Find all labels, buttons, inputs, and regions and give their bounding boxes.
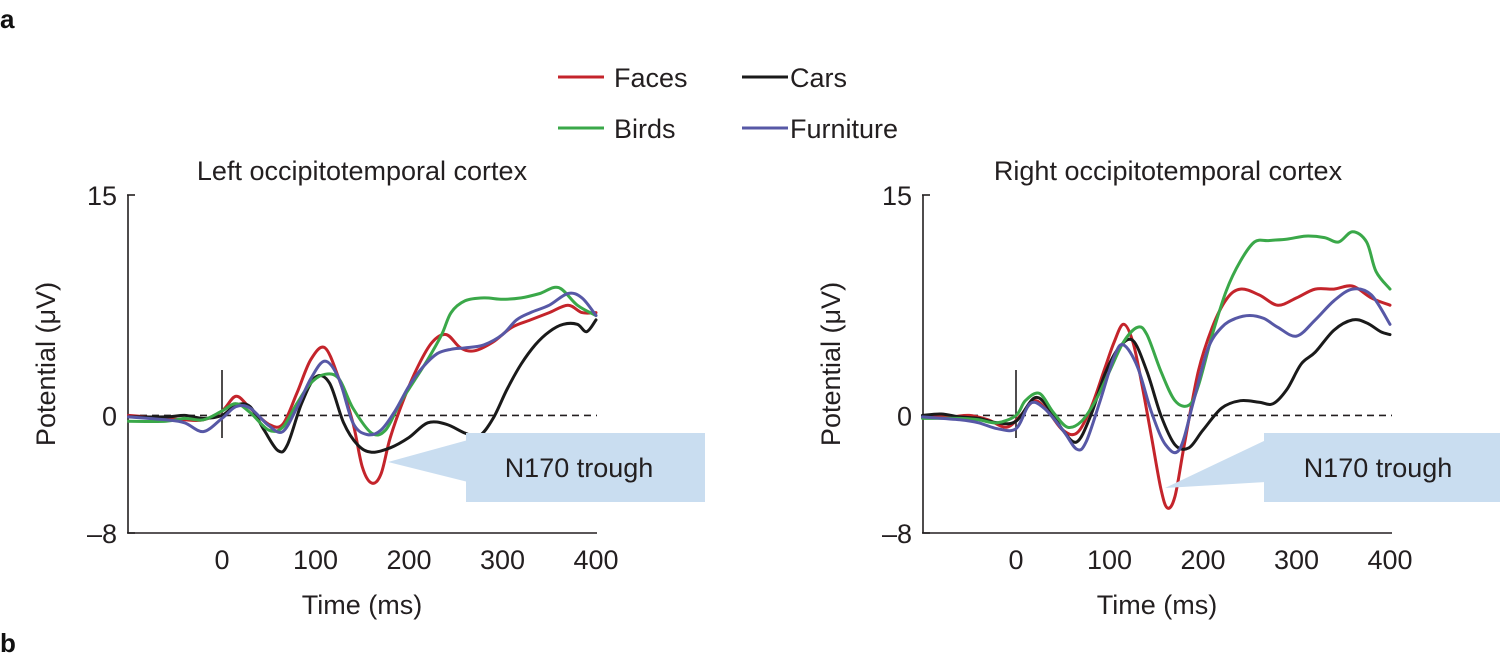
- callout-box-right: [1264, 433, 1500, 502]
- y-tick-label-left-2: –8: [87, 519, 117, 549]
- x-tick-label-left-2: 200: [386, 545, 431, 575]
- x-axis-title-left: Time (ms): [302, 590, 422, 620]
- y-axis-title-left: Potential (μV): [31, 282, 61, 446]
- y-tick-label-right-0: 15: [882, 181, 912, 211]
- legend-item-cars: Cars: [742, 63, 847, 93]
- chart-title-left: Left occipitotemporal cortex: [197, 156, 528, 186]
- series-line-left-birds: [127, 285, 598, 437]
- panel-label-b: b: [0, 628, 16, 658]
- x-tick-label-left-1: 100: [293, 545, 338, 575]
- x-tick-label-left-0: 0: [214, 545, 229, 575]
- callout-text-right: N170 trough: [1304, 453, 1453, 483]
- callout-box-left: [466, 433, 705, 502]
- series-line-right-furniture: [921, 287, 1392, 455]
- legend: Faces Cars Birds Furniture: [558, 63, 898, 144]
- legend-item-furniture: Furniture: [742, 114, 898, 144]
- series-line-left-furniture: [127, 291, 598, 437]
- x-tick-label-left-4: 400: [573, 545, 618, 575]
- x-tick-label-right-4: 400: [1367, 545, 1412, 575]
- legend-label-birds: Birds: [614, 114, 676, 144]
- legend-item-faces: Faces: [558, 63, 688, 93]
- y-tick-label-left-1: 0: [102, 401, 117, 431]
- series-line-right-birds: [921, 230, 1392, 430]
- legend-item-birds: Birds: [558, 114, 676, 144]
- y-tick-label-right-1: 0: [897, 401, 912, 431]
- y-axis-title-right: Potential (μV): [816, 282, 846, 446]
- legend-label-furniture: Furniture: [790, 114, 898, 144]
- x-tick-label-right-3: 300: [1274, 545, 1319, 575]
- x-tick-label-right-0: 0: [1008, 545, 1023, 575]
- callout-text-left: N170 trough: [505, 453, 654, 483]
- x-axis-title-right: Time (ms): [1097, 590, 1217, 620]
- legend-label-faces: Faces: [614, 63, 688, 93]
- x-tick-label-right-1: 100: [1087, 545, 1132, 575]
- panel-label-a: a: [0, 4, 15, 34]
- y-tick-label-left-0: 15: [87, 181, 117, 211]
- callout-pointer-left: [388, 440, 468, 482]
- series-line-right-cars: [921, 318, 1392, 451]
- legend-label-cars: Cars: [790, 63, 847, 93]
- callout-pointer-right: [1165, 440, 1266, 488]
- x-tick-label-left-3: 300: [480, 545, 525, 575]
- chart-right: Right occipitotemporal cortex 15 0 –8 0 100 20…: [816, 156, 1500, 620]
- x-tick-label-right-2: 200: [1180, 545, 1225, 575]
- chart-left: Left occipitotemporal cortex 15 0 –8 0 100 200…: [31, 156, 705, 620]
- chart-title-right: Right occipitotemporal cortex: [994, 156, 1343, 186]
- series-line-left-faces: [127, 303, 598, 485]
- y-tick-label-right-2: –8: [882, 519, 912, 549]
